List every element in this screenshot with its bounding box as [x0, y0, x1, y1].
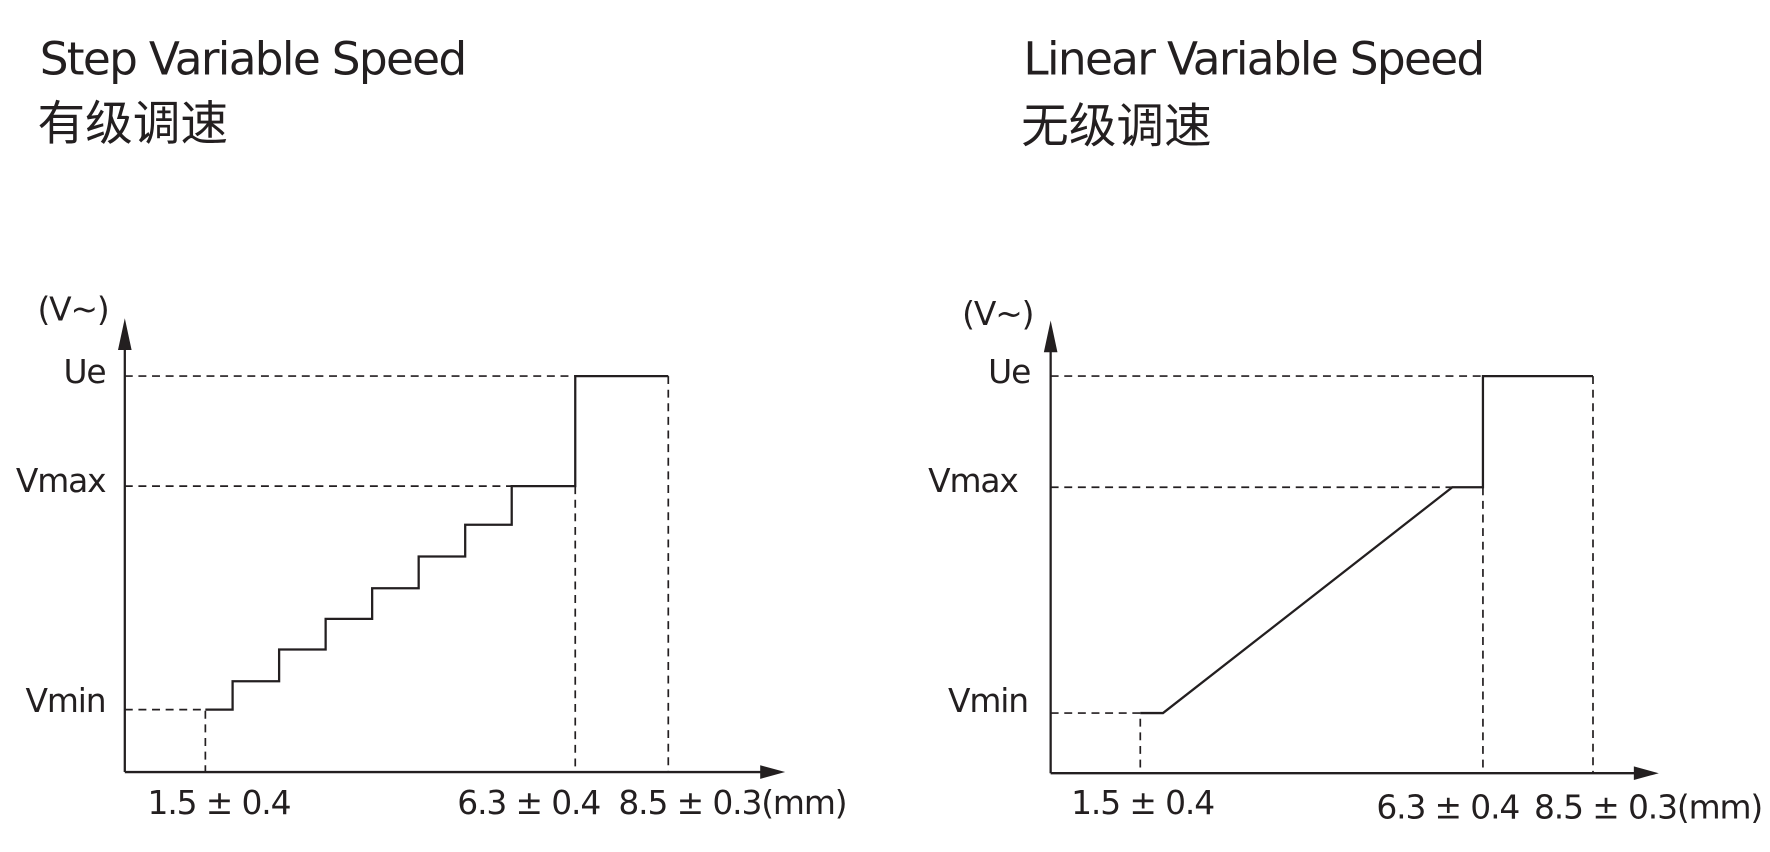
- axes: [123, 329, 766, 774]
- title-en: Linear Variable Speed: [1023, 32, 1483, 85]
- x-label: 6.3 ± 0.4: [1376, 788, 1519, 827]
- x-label: 8.5 ± 0.3(mm): [618, 783, 846, 822]
- x-label: 6.3 ± 0.4: [457, 783, 600, 822]
- y-unit: (V~): [962, 294, 1033, 333]
- guides: [124, 375, 670, 773]
- step-curve: [205, 374, 669, 711]
- linear-panel: Linear Variable Speed 无级调速 (V~) Ue Vmax …: [928, 32, 1763, 827]
- title-en: Step Variable Speed: [40, 32, 466, 85]
- title-zh: 有级调速: [37, 97, 228, 152]
- y-label: Vmax: [16, 461, 106, 500]
- y-label: Vmin: [26, 681, 106, 720]
- y-label: Ue: [988, 352, 1030, 391]
- y-label: Ue: [63, 352, 105, 391]
- y-label: Vmax: [928, 461, 1018, 500]
- axes: [1049, 331, 1640, 775]
- y-unit: (V~): [37, 289, 108, 328]
- guides: [1050, 375, 1594, 774]
- x-label: 8.5 ± 0.3(mm): [1534, 788, 1762, 827]
- x-label: 1.5 ± 0.4: [1071, 783, 1214, 822]
- y-label: Vmin: [948, 681, 1028, 720]
- x-label: 1.5 ± 0.4: [148, 783, 291, 822]
- linear-curve: [1140, 374, 1593, 715]
- step-panel: Step Variable Speed 有级调速 (V~) Ue Vmax Vm…: [16, 32, 848, 822]
- arrows: [1043, 320, 1659, 780]
- title-zh: 无级调速: [1021, 99, 1212, 154]
